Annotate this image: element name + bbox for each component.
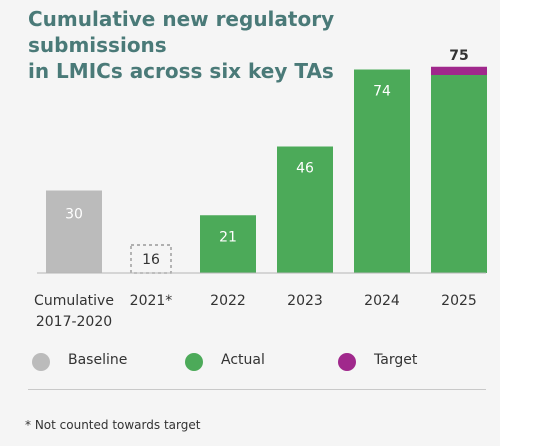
bar-6-target bbox=[431, 66, 487, 75]
legend-label-target: Target bbox=[374, 352, 418, 368]
chart-title-line-2: in LMICs across six key TAs bbox=[28, 59, 334, 83]
legend-swatch-baseline bbox=[32, 353, 50, 371]
category-label-5: 2024 bbox=[364, 293, 400, 309]
legend-swatch-actual bbox=[185, 353, 203, 371]
category-label-6: 2025 bbox=[441, 293, 477, 309]
bar-5-actual bbox=[354, 69, 410, 273]
bar-4-actual bbox=[277, 146, 333, 273]
chart-title-line-1: Cumulative new regulatory submissions bbox=[28, 7, 335, 57]
category-label-2: 2021* bbox=[130, 293, 173, 309]
bar-2-not-counted bbox=[130, 244, 172, 274]
chart-title: Cumulative new regulatory submissions in… bbox=[28, 6, 468, 84]
legend-swatch-target bbox=[338, 353, 356, 371]
bar-3-actual bbox=[200, 215, 256, 273]
legend: Baseline Actual Target bbox=[0, 350, 500, 374]
legend-divider bbox=[28, 389, 486, 390]
category-label-1: Cumulative 2017-2020 bbox=[34, 293, 114, 330]
value-label-6: 75 bbox=[449, 48, 468, 64]
bar-1-baseline bbox=[46, 190, 102, 273]
legend-label-baseline: Baseline bbox=[68, 352, 128, 368]
chart-panel: Cumulative new regulatory submissions in… bbox=[0, 6, 500, 432]
category-label-3: 2022 bbox=[210, 293, 246, 309]
bar-6-actual bbox=[431, 75, 487, 273]
value-label-4: 46 bbox=[296, 161, 314, 177]
value-label-3: 21 bbox=[219, 229, 237, 245]
legend-label-actual: Actual bbox=[221, 352, 265, 368]
value-label-2: 16 bbox=[142, 252, 160, 268]
bar-chart: 30 Cumulative 2017-2020 16 2021* 21 2022 46 2023… bbox=[34, 48, 487, 330]
footnote: * Not counted towards target bbox=[25, 418, 201, 432]
value-label-5: 74 bbox=[373, 84, 391, 100]
value-label-1: 30 bbox=[65, 207, 83, 223]
category-label-4: 2023 bbox=[287, 293, 323, 309]
